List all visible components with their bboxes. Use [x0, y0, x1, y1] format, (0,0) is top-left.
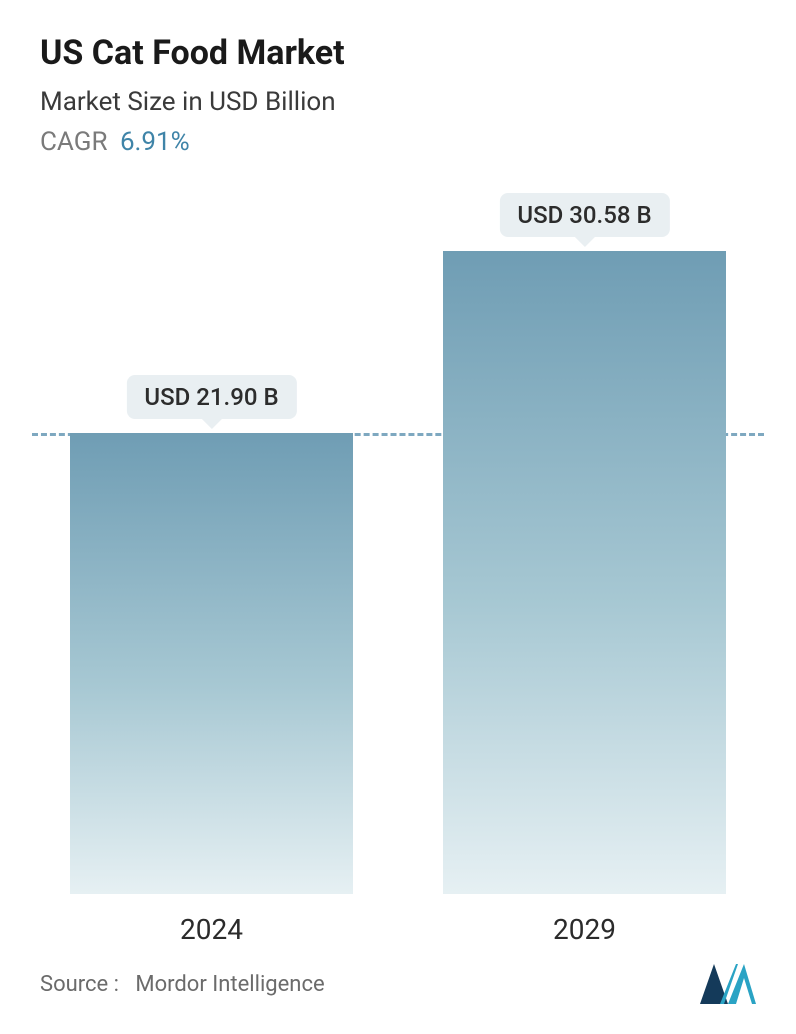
x-label-1: 2029 — [443, 913, 726, 946]
brand-logo-icon — [700, 964, 756, 1004]
x-axis-labels: 2024 2029 — [0, 913, 796, 946]
bar-slot-0: USD 21.90 B — [70, 200, 353, 894]
source-name: Mordor Intelligence — [135, 972, 324, 997]
bar-0 — [70, 433, 353, 894]
cagr-label: CAGR — [40, 127, 107, 157]
chart-title: US Cat Food Market — [40, 34, 756, 73]
bars-container: USD 21.90 B USD 30.58 B — [0, 200, 796, 894]
cagr-row: CAGR 6.91% — [40, 127, 756, 157]
x-label-0: 2024 — [70, 913, 353, 946]
bar-slot-1: USD 30.58 B — [443, 200, 726, 894]
source-text: Source : Mordor Intelligence — [40, 972, 325, 997]
cagr-value: 6.91% — [120, 127, 190, 157]
source-label: Source : — [40, 972, 119, 997]
bar-1 — [443, 251, 726, 894]
chart-subtitle: Market Size in USD Billion — [40, 87, 756, 117]
chart-plot-area: USD 21.90 B USD 30.58 B — [0, 200, 796, 894]
chart-footer: Source : Mordor Intelligence — [40, 964, 756, 1004]
chart-header: US Cat Food Market Market Size in USD Bi… — [0, 0, 796, 157]
value-badge: USD 21.90 B — [126, 375, 296, 419]
value-badge: USD 30.58 B — [499, 193, 669, 237]
